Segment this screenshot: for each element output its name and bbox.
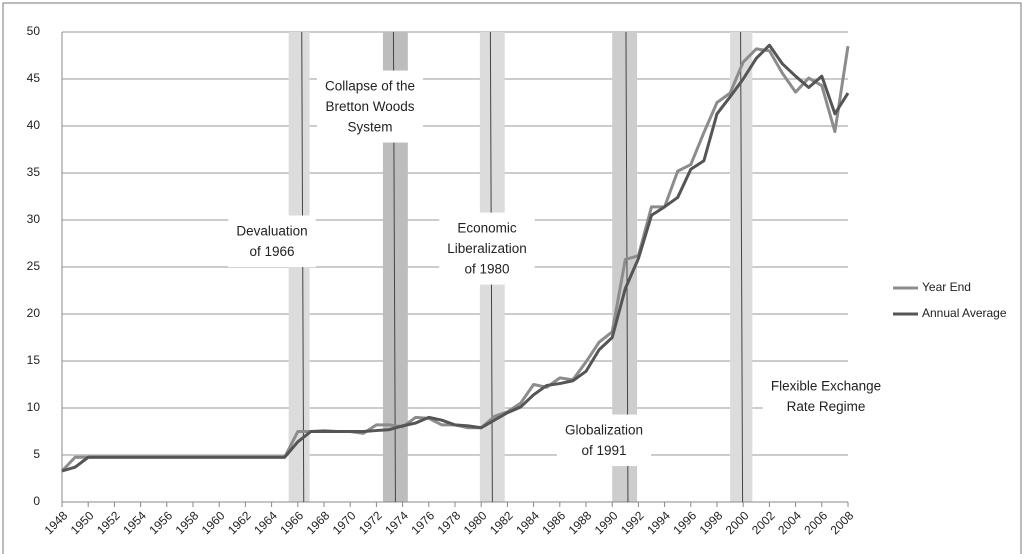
event-label-bg [228,215,316,268]
x-tick-label: 1968 [304,508,333,537]
y-tick-label: 45 [27,71,41,85]
x-tick-label: 2000 [723,508,752,537]
event-label-text: Liberalization [447,241,527,256]
event-label: Globalization of 1991 [556,414,652,467]
y-tick-label: 40 [27,118,41,132]
x-tick-label: 1998 [697,508,726,537]
event-label: Economic Liberalization of 1980 [439,212,535,285]
x-tick-label: 1974 [382,508,411,537]
series-line [61,43,850,473]
x-tick-label: 2006 [801,508,830,537]
event-label-bg [762,370,890,423]
x-tick-label: 1962 [225,508,254,537]
x-tick-label: 1964 [251,508,280,537]
event-label-text: of 1966 [249,244,294,259]
x-tick-label: 2004 [775,508,804,537]
event-label-text: of 1991 [581,443,626,458]
event-label: Devaluation of 1966 [228,215,316,268]
event-label-bg [439,212,535,285]
y-tick-label: 15 [27,353,41,367]
event-label-text: Flexible Exchange [771,379,881,394]
event-label-text: Collapse of the [325,79,415,94]
y-tick-label: 50 [27,24,41,38]
x-tick-label: 2008 [828,508,857,537]
event-label: Flexible Exchange Rate Regime [762,370,890,423]
x-tick-label: 1954 [120,508,149,537]
x-tick-label: 1986 [539,508,568,537]
y-tick-label: 35 [27,165,41,179]
event-label-text: Rate Regime [787,399,866,414]
x-tick-label: 1948 [42,508,71,537]
y-tick-label: 10 [27,400,41,414]
x-tick-label: 1988 [566,508,595,537]
legend-label: Year End [922,280,971,294]
event-label-bg [316,70,424,143]
x-tick-label: 1958 [173,508,202,537]
event-label-bg [556,414,652,467]
x-tick-label: 1982 [487,508,516,537]
event-label-text: Globalization [565,423,643,438]
x-tick-label: 1994 [644,508,673,537]
event-label-text: System [347,120,392,135]
x-tick-label: 1990 [592,508,621,537]
x-tick-label: 2002 [749,508,778,537]
x-tick-label: 1972 [356,508,385,537]
x-tick-label: 1992 [618,508,647,537]
y-tick-label: 25 [27,259,41,273]
event-line [740,31,744,503]
event-label-text: Economic [457,221,517,236]
y-tick-label: 20 [27,306,41,320]
y-tick-label: 5 [33,447,40,461]
x-tick-label: 1950 [68,508,97,537]
x-tick-label: 1980 [461,508,490,537]
event-label-text: Devaluation [236,224,307,239]
x-tick-label: 1976 [408,508,437,537]
x-tick-label: 1984 [513,508,542,537]
event-label-text: Bretton Woods [325,99,414,114]
x-tick-label: 1978 [435,508,464,537]
x-tick-label: 1960 [199,508,228,537]
event-label: Collapse of the Bretton Woods System [316,70,424,143]
x-tick-label: 1970 [330,508,359,537]
x-tick-label: 1966 [277,508,306,537]
y-tick-label: 30 [27,212,41,226]
x-tick-label: 1952 [94,508,123,537]
event-label-text: of 1980 [464,262,509,277]
x-tick-label: 1956 [146,508,175,537]
x-tick-label: 1996 [670,508,699,537]
legend-label: Annual Average [922,306,1007,320]
y-tick-label: 0 [33,494,40,508]
